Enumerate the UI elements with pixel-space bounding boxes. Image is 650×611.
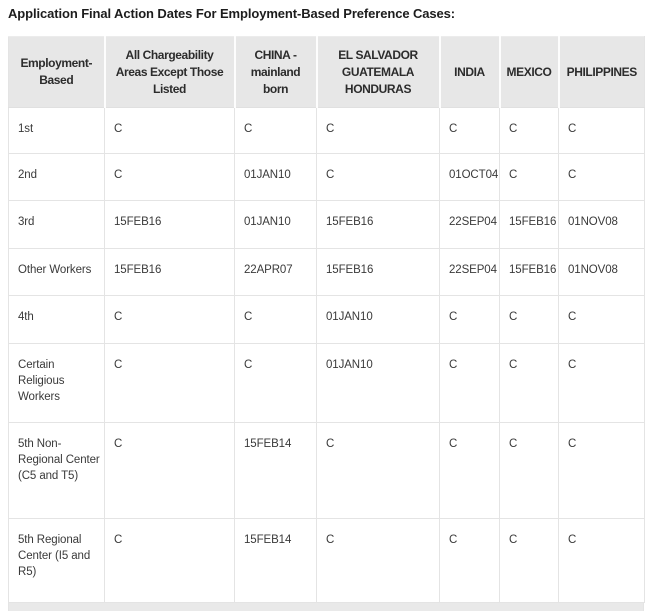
table-row: 1st C C C C C C [8,107,645,154]
row-category: 3rd [8,200,105,249]
column-header: CHINA - mainland born [233,36,317,108]
table-cell: C [558,518,645,603]
table-cell: C [104,295,235,344]
table-row: 5th Regional Center (I5 and R5) C 15FEB14 C… [8,518,645,603]
header-row: Employment-Based All Chargeability Areas … [8,36,645,108]
table-row: Certain Religious Workers C C 01JAN10 C C C [8,343,645,423]
table-cell: C [558,422,645,519]
table-cell: C [439,343,500,423]
table-cell: C [499,153,559,201]
column-header: PHILIPPINES [557,36,645,108]
table-row: 2nd C 01JAN10 C 01OCT04 C C [8,153,645,201]
table-cell: 15FEB14 [234,422,317,519]
table-cell: C [499,295,559,344]
table-cell: C [104,422,235,519]
table-row: 5th Non-Regional Center (C5 and T5) C 15FE… [8,422,645,519]
table-row: 3rd 15FEB16 01JAN10 15FEB16 22SEP04 15FEB16 01… [8,200,645,249]
table-cell: C [558,343,645,423]
table-cell: 15FEB16 [316,200,440,249]
table-cell: 01JAN10 [316,295,440,344]
table-cell: C [316,107,440,154]
page-title: Application Final Action Dates For Emplo… [8,6,456,21]
table-cell: C [234,107,317,154]
table-cell: 01OCT04 [439,153,500,201]
table-cell: 15FEB16 [104,248,235,296]
table-cell: C [316,153,440,201]
table-cell: 15FEB14 [234,518,317,603]
row-category: 5th Non-Regional Center (C5 and T5) [8,422,105,519]
table-cell: C [558,295,645,344]
table-cell: C [558,107,645,154]
table-cell: C [439,518,500,603]
table-row: Other Workers 15FEB16 22APR07 15FEB16 22SEP0… [8,248,645,296]
table-cell: C [499,107,559,154]
table-cell: C [104,343,235,423]
table-cell: 01NOV08 [558,200,645,249]
table-cell: C [104,107,235,154]
table-cell: C [439,295,500,344]
table-cell: 01JAN10 [234,200,317,249]
table-cell: C [104,153,235,201]
table-cell: 22SEP04 [439,248,500,296]
row-category: 1st [8,107,105,154]
table-cell: C [499,343,559,423]
table-row: 4th C C 01JAN10 C C C [8,295,645,344]
table-cell: C [316,518,440,603]
table-cell: 01JAN10 [316,343,440,423]
table-cell: 01NOV08 [558,248,645,296]
table-cell: C [439,422,500,519]
table-cell: 01JAN10 [234,153,317,201]
table-cell: 15FEB16 [104,200,235,249]
final-action-dates-table: Employment-Based All Chargeability Areas … [8,36,645,603]
column-header: INDIA [438,36,500,108]
column-header: Employment-Based [8,36,105,108]
table-cell: 15FEB16 [499,200,559,249]
table-cell: C [234,295,317,344]
table-cell: C [499,518,559,603]
column-header: All Chargeability Areas Except Those Lis… [103,36,235,108]
table-cell: C [104,518,235,603]
row-category: 5th Regional Center (I5 and R5) [8,518,105,603]
next-table-header-strip [8,603,644,611]
column-header: EL SALVADOR GUATEMALA HONDURAS [315,36,440,108]
table-cell: C [316,422,440,519]
row-category: Certain Religious Workers [8,343,105,423]
column-header: MEXICO [498,36,559,108]
table-cell: 22SEP04 [439,200,500,249]
row-category: 4th [8,295,105,344]
table-cell: C [558,153,645,201]
table-cell: 15FEB16 [499,248,559,296]
table-cell: C [439,107,500,154]
table-cell: C [234,343,317,423]
table-cell: 15FEB16 [316,248,440,296]
row-category: Other Workers [8,248,105,296]
table-cell: 22APR07 [234,248,317,296]
row-category: 2nd [8,153,105,201]
table-cell: C [499,422,559,519]
table-body: 1st C C C C C C 2nd C 01JAN10 C 01OCT04 C C 3rd 15FEB16… [8,107,645,603]
